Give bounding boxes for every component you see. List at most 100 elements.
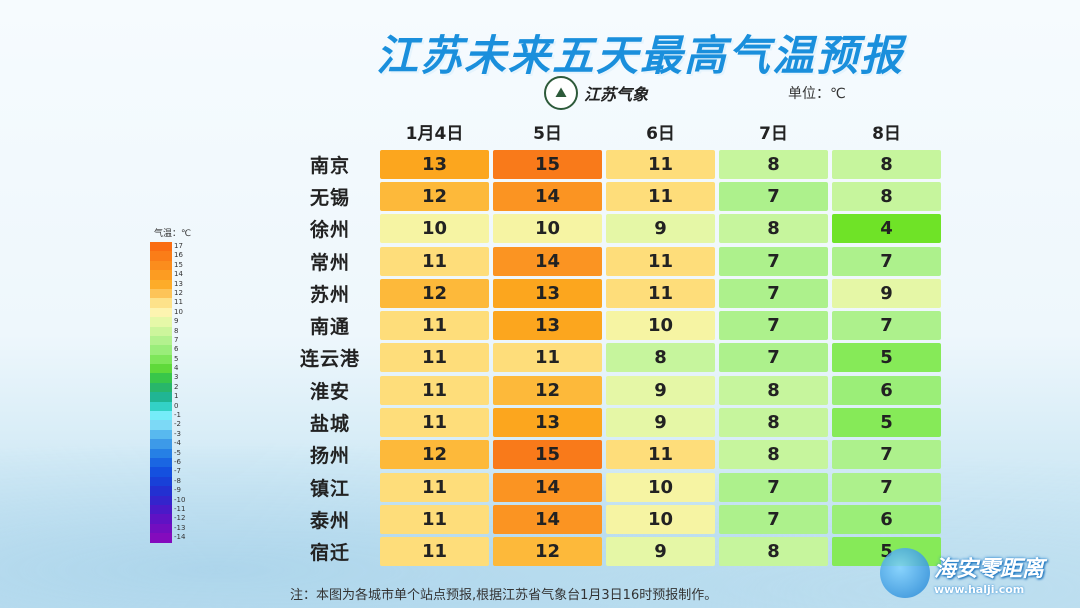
legend-swatch <box>150 411 172 421</box>
temperature-cell: 13 <box>380 149 489 179</box>
temperature-cell: 11 <box>606 181 715 211</box>
table-row: 宿迁 11 12 9 8 5 <box>282 536 943 568</box>
table-row: 徐州 10 10 9 8 4 <box>282 213 943 245</box>
city-name: 扬州 <box>309 445 350 468</box>
table-body: 南京 13 15 11 8 8 无锡 12 14 11 7 8 徐州 10 10 9 8 4 常州 11 14 11 7 7 苏… <box>282 148 943 568</box>
legend-label: -5 <box>174 448 181 457</box>
temperature-cell: 8 <box>719 214 828 244</box>
legend-swatch <box>150 307 172 318</box>
temperature-cell: 8 <box>719 408 828 438</box>
legend-swatch <box>150 345 172 355</box>
table-row: 无锡 12 14 11 7 8 <box>282 180 943 212</box>
legend-swatch <box>150 270 172 280</box>
temperature-cell: 7 <box>719 181 828 211</box>
city-name: 镇江 <box>309 477 350 500</box>
temperature-cell: 14 <box>493 181 602 211</box>
temperature-cell: 7 <box>719 278 828 308</box>
temperature-cell: 10 <box>606 472 715 502</box>
unit-label: 单位：℃ <box>788 86 846 102</box>
temperature-cell: 13 <box>493 311 602 341</box>
temperature-cell: 11 <box>493 343 602 373</box>
temperature-cell: 7 <box>719 472 828 502</box>
legend-labels: 17 16 15 14 13 12 11 10 9 8 7 6 5 4 3 2 1 0 -1 -2 -3 -4 -5 -6 -7… <box>174 242 185 543</box>
legend-swatch <box>150 373 172 383</box>
city-name: 泰州 <box>309 509 350 532</box>
city-name: 徐州 <box>309 219 350 242</box>
legend-label: 5 <box>174 354 179 363</box>
legend-label: -13 <box>174 523 186 532</box>
temperature-cell: 7 <box>719 311 828 341</box>
temperature-cell: 11 <box>606 278 715 308</box>
header-row: 1月4日 5日 6日 7日 8日 <box>378 120 943 148</box>
legend-label: 15 <box>174 260 183 269</box>
legend-swatch <box>150 495 172 505</box>
legend-swatch <box>150 317 172 327</box>
watermark-main: 海安零距离 <box>934 556 1045 582</box>
temperature-cell: 8 <box>719 440 828 470</box>
legend-label: 4 <box>174 364 179 373</box>
legend-swatch <box>150 420 172 430</box>
legend-label: 7 <box>174 335 179 344</box>
legend-title: 气温：℃ <box>154 229 192 239</box>
legend-label: -8 <box>174 476 181 485</box>
day-header: 1月4日 <box>405 124 464 144</box>
legend-label: -9 <box>174 486 181 495</box>
temperature-cell: 4 <box>832 214 941 244</box>
temperature-cell: 10 <box>380 214 489 244</box>
city-name: 盐城 <box>309 413 350 436</box>
city-name: 宿迁 <box>309 542 350 565</box>
temperature-cell: 12 <box>493 375 602 405</box>
legend-label: 17 <box>174 242 183 250</box>
temperature-cell: 15 <box>493 149 602 179</box>
legend-label: 13 <box>174 279 183 288</box>
day-header: 5日 <box>533 124 562 144</box>
table-row: 常州 11 14 11 7 7 <box>282 245 943 277</box>
legend-swatch <box>150 392 172 402</box>
temperature-cell: 11 <box>380 343 489 373</box>
temperature-cell: 8 <box>719 375 828 405</box>
city-name: 苏州 <box>309 283 350 306</box>
legend-swatch <box>150 439 172 449</box>
legend-label: 9 <box>174 317 179 326</box>
table-row: 镇江 11 14 10 7 7 <box>282 471 943 503</box>
temperature-cell: 14 <box>493 504 602 534</box>
temperature-cell: 10 <box>606 504 715 534</box>
legend-label: 0 <box>174 401 179 410</box>
city-name: 南京 <box>309 154 350 177</box>
temperature-cell: 9 <box>606 408 715 438</box>
legend-label: 2 <box>174 382 179 391</box>
legend-swatch <box>150 279 172 289</box>
watermark: 海安零距离 www.halji.com <box>880 548 1044 598</box>
legend-label: 14 <box>174 270 183 279</box>
legend-label: -4 <box>174 439 181 448</box>
city-name: 淮安 <box>309 380 350 403</box>
page-title: 江苏未来五天最高气温预报 <box>375 31 904 80</box>
temperature-cell: 11 <box>380 537 489 567</box>
temperature-cell: 10 <box>606 311 715 341</box>
legend-swatch <box>150 242 172 252</box>
temperature-cell: 5 <box>832 343 941 373</box>
watermark-text: 海安零距离 www.halji.com <box>934 551 1044 596</box>
legend-swatch <box>150 457 172 468</box>
legend: 气温：℃ 17 16 15 14 13 12 11 10 9 8 7 6 5 4 3 2 1 0 -1 -2 -3 -4-… <box>150 226 191 543</box>
temperature-cell: 9 <box>606 375 715 405</box>
temperature-cell: 5 <box>832 408 941 438</box>
legend-label: 10 <box>174 307 183 316</box>
temperature-cell: 12 <box>380 440 489 470</box>
temperature-cell: 11 <box>380 311 489 341</box>
temperature-cell: 8 <box>832 181 941 211</box>
day-header: 6日 <box>646 124 675 144</box>
legend-label: -7 <box>174 467 181 476</box>
temperature-cell: 14 <box>493 246 602 276</box>
legend-label: -1 <box>174 411 181 420</box>
city-name: 无锡 <box>309 186 350 209</box>
temperature-cell: 11 <box>380 246 489 276</box>
legend-body: 17 16 15 14 13 12 11 10 9 8 7 6 5 4 3 2 1 0 -1 -2 -3 -4 -5 -6 -7… <box>150 242 191 543</box>
temperature-cell: 10 <box>493 214 602 244</box>
legend-label: -14 <box>174 533 186 542</box>
legend-swatch <box>150 354 172 365</box>
legend-label: -10 <box>174 495 186 504</box>
temperature-cell: 8 <box>719 537 828 567</box>
table-row: 淮安 11 12 9 8 6 <box>282 374 943 406</box>
temperature-cell: 7 <box>719 504 828 534</box>
